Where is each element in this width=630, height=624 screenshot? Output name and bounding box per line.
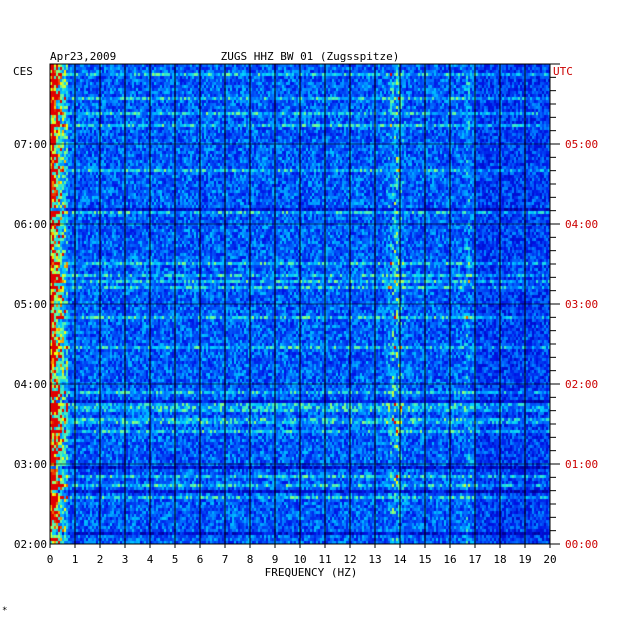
x-tick-label: 16 bbox=[443, 553, 456, 566]
x-tick-label: 17 bbox=[468, 553, 481, 566]
x-tick-label: 14 bbox=[393, 553, 407, 566]
x-tick-label: 12 bbox=[343, 553, 356, 566]
chart-title: ZUGS HHZ BW 01 (Zugsspitze) bbox=[221, 50, 400, 63]
x-tick-label: 11 bbox=[318, 553, 331, 566]
left-time-axis: 07:00 06:00 05:00 04:00 03:00 02:00 bbox=[14, 138, 47, 551]
x-tick-label: 5 bbox=[172, 553, 179, 566]
x-tick-label: 3 bbox=[122, 553, 129, 566]
left-time-tick-label: 07:00 bbox=[14, 138, 47, 151]
x-tick-label: 10 bbox=[293, 553, 306, 566]
left-time-tick-label: 03:00 bbox=[14, 458, 47, 471]
left-time-tick-label: 04:00 bbox=[14, 378, 47, 391]
x-tick-label: 13 bbox=[368, 553, 381, 566]
left-time-tick-label: 06:00 bbox=[14, 218, 47, 231]
x-tick-label: 0 bbox=[47, 553, 54, 566]
footnote-mark: * bbox=[2, 606, 7, 616]
left-time-tick-label: 02:00 bbox=[14, 538, 47, 551]
x-tick-label: 7 bbox=[222, 553, 229, 566]
right-time-tick-label: 01:00 bbox=[565, 458, 598, 471]
right-time-tick-label: 02:00 bbox=[565, 378, 598, 391]
x-axis-title: FREQUENCY (HZ) bbox=[265, 566, 358, 579]
left-timezone-label: CES bbox=[13, 65, 33, 78]
x-tick-label: 9 bbox=[272, 553, 279, 566]
x-tick-label: 19 bbox=[518, 553, 531, 566]
x-axis-ticks: 0 1 2 3 4 5 6 7 8 9 10 11 12 13 14 15 16 17 18 19 20 bbox=[47, 544, 557, 566]
right-time-tick-label: 03:00 bbox=[565, 298, 598, 311]
x-tick-label: 20 bbox=[543, 553, 556, 566]
right-time-tick-label: 04:00 bbox=[565, 218, 598, 231]
right-time-tick-label: 00:00 bbox=[565, 538, 598, 551]
right-time-tick-label: 05:00 bbox=[565, 138, 598, 151]
x-tick-label: 1 bbox=[72, 553, 79, 566]
x-tick-label: 6 bbox=[197, 553, 204, 566]
x-tick-label: 4 bbox=[147, 553, 154, 566]
x-tick-label: 2 bbox=[97, 553, 104, 566]
chart-date: Apr23,2009 bbox=[50, 50, 116, 63]
plot-grid bbox=[49, 63, 551, 545]
right-timezone-label: UTC bbox=[553, 65, 573, 78]
left-time-tick-label: 05:00 bbox=[14, 298, 47, 311]
x-tick-label: 15 bbox=[418, 553, 431, 566]
x-tick-label: 18 bbox=[493, 553, 506, 566]
x-tick-label: 8 bbox=[247, 553, 254, 566]
right-time-axis: 05:00 04:00 03:00 02:00 01:00 00:00 bbox=[550, 63, 598, 551]
